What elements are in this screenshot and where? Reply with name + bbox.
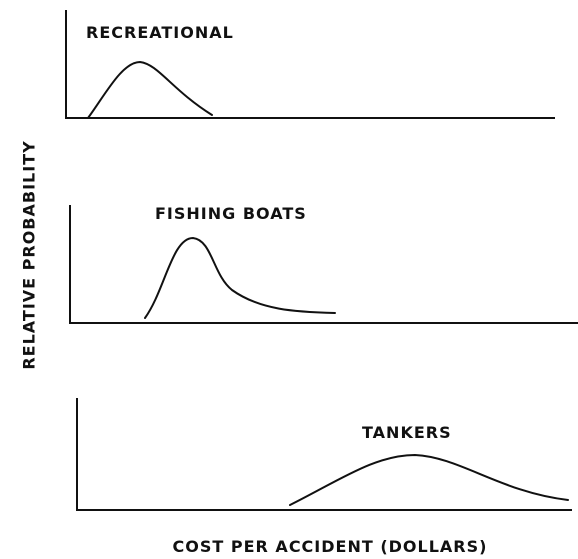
- axes: [65, 10, 555, 119]
- panel-tankers: TANKERS: [76, 398, 572, 511]
- panel-label: TANKERS: [362, 423, 452, 442]
- y-axis-label: RELATIVE PROBABILITY: [20, 140, 39, 369]
- curve: [289, 453, 569, 506]
- axes: [69, 205, 578, 324]
- panel-label: FISHING BOATS: [155, 204, 307, 223]
- panel-fishing-boats: FISHING BOATS: [69, 204, 578, 324]
- panel-label: RECREATIONAL: [86, 23, 234, 42]
- curve: [87, 60, 213, 119]
- panel-recreational: RECREATIONAL: [65, 10, 555, 119]
- axes: [76, 398, 572, 511]
- x-axis-label: COST PER ACCIDENT (DOLLARS): [173, 537, 488, 556]
- curve: [144, 236, 336, 319]
